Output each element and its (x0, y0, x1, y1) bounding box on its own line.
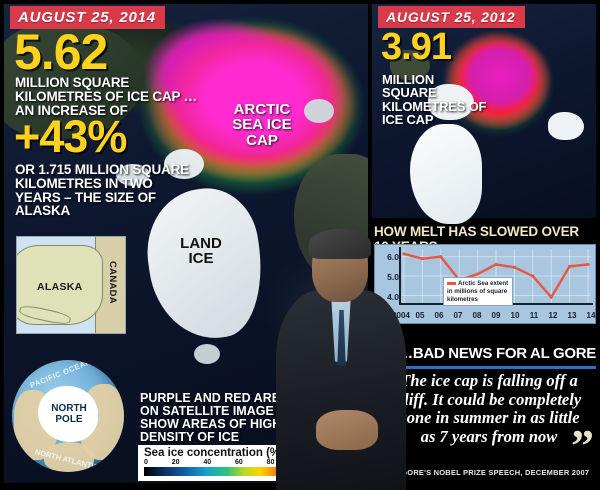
blue-divider (392, 366, 596, 369)
map-label-arctic-sea-ice-cap: ARCTIC SEA ICE CAP (232, 101, 292, 149)
legend-label: Arctic Sea extent in millions of square … (447, 280, 509, 303)
caption-alaska-size: OR 1.715 MILLION SQUARE KILOMETRES IN TW… (15, 162, 189, 219)
landmass-island-a (164, 149, 204, 179)
chart-y-tick: 5.0 (387, 272, 399, 282)
scale-tick: 20 (171, 459, 180, 466)
legend-color-swatch (447, 282, 456, 285)
canada-label: CANADA (107, 261, 118, 304)
globe-ice-cap (38, 386, 98, 442)
chart-x-tick: 05 (415, 311, 425, 320)
scale-tick: 40 (203, 459, 212, 466)
north-pole-globe-inset: NORTH POLE PACIFIC OCEAN NORTH ATLANTIC (12, 360, 124, 472)
chart-x-tick: 12 (548, 311, 558, 320)
chart-x-tick: 14 (586, 311, 596, 320)
figure-2014-extent: 5.62 (14, 24, 108, 80)
chart-legend: Arctic Sea extent in millions of square … (443, 277, 513, 307)
map-label-land-ice: LAND ICE (180, 235, 222, 268)
chart-x-tick: 06 (434, 311, 444, 320)
satellite-image-2012 (372, 4, 596, 224)
scale-title: Sea ice concentration (%) (144, 447, 284, 459)
gore-hair (309, 229, 371, 259)
globe-label-north-pole: NORTH POLE (51, 403, 87, 425)
panel-2014: ARCTIC SEA ICE CAP LAND ICE (4, 4, 368, 483)
chart-y-tick: 4.0 (387, 292, 399, 302)
figure-2012-extent: 3.91 (381, 26, 452, 68)
caption-2012: MILLION SQUARE KILOMETRES OF ICE CAP (382, 72, 487, 127)
globe-landmass-south (44, 442, 94, 472)
chart-y-tick: 6.0 (387, 252, 399, 262)
scale-color-bar (144, 467, 310, 476)
chart-x-tick: 13 (567, 311, 577, 320)
quote-attribution: AL GORE'S NOBEL PRIZE SPEECH, DECEMBER 2… (388, 468, 590, 477)
landmass-2012-east (548, 112, 584, 140)
caption-purple-red-areas: PURPLE AND RED AREAS ON SATELLITE IMAGE … (140, 391, 306, 445)
landmass-siberia (4, 24, 144, 139)
landmass-2012-greenland (410, 124, 482, 224)
chart-x-tick: 09 (491, 311, 501, 320)
date-banner-2014: AUGUST 25, 2014 (10, 6, 165, 29)
landmass-island-b (116, 164, 150, 186)
chart-x-tick: 10 (510, 311, 520, 320)
alaska-label: ALASKA (37, 281, 83, 293)
gore-tie (337, 310, 346, 366)
landmass-island-c (304, 99, 334, 123)
landmass-2012-island (428, 84, 474, 120)
arctic-extent-line-chart: 6.0 5.0 4.0 2004 05 06 07 08 09 10 11 12 13 14 Arcti… (374, 244, 596, 324)
chart-y-axis (399, 247, 401, 305)
scale-tick: 80 (266, 459, 275, 466)
gore-hands (316, 410, 378, 450)
chart-x-tick: 2004 (392, 311, 410, 320)
chart-x-tick: 08 (472, 311, 482, 320)
scale-tick: 0 (144, 459, 148, 466)
al-gore-photo (276, 229, 406, 490)
caption-2014-increase: MILLION SQUARE KILOMETRES OF ICE CAP … A… (15, 75, 197, 118)
quote-close-icon: ” (571, 419, 594, 471)
scale-tick: 60 (235, 459, 243, 466)
al-gore-quote-text: The ice cap is falling off a cliff. It c… (396, 371, 582, 446)
chart-x-tick: 11 (529, 311, 539, 320)
figure-percent-increase: +43% (14, 111, 127, 162)
bad-news-headline: …BAD NEWS FOR AL GORE (398, 345, 596, 362)
chart-x-tick: 07 (453, 311, 463, 320)
landmass-island-d (194, 344, 220, 364)
al-gore-quote-block: “ The ice cap is falling off a cliff. It… (382, 368, 596, 469)
landmass-2012-north (390, 50, 430, 80)
date-banner-2012: AUGUST 25, 2012 (378, 6, 525, 28)
alaska-inset-map: ALASKA CANADA (16, 236, 126, 334)
